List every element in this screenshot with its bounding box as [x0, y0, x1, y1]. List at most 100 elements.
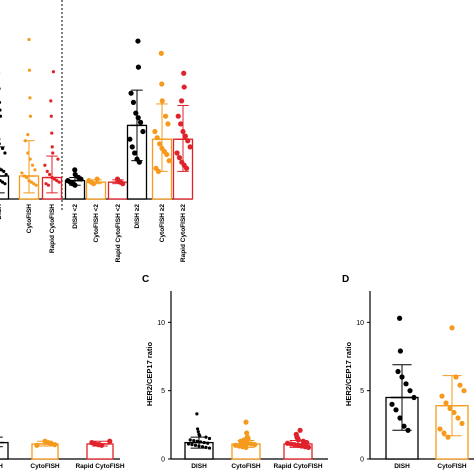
data-point	[162, 113, 169, 119]
data-point	[55, 179, 59, 183]
data-point	[393, 407, 399, 413]
x-tick-label: CytoFISH	[26, 204, 33, 234]
chart-panels: DISH CytoFISH Rapid CytoFISH DISH <2 CytoFIS…	[0, 37, 474, 470]
data-point	[127, 136, 133, 142]
data-point	[57, 180, 61, 184]
data-point	[133, 110, 139, 116]
x-tick-label: DISH	[0, 463, 3, 470]
data-point	[132, 150, 138, 156]
data-point	[181, 84, 187, 90]
data-point	[304, 440, 310, 446]
data-point	[158, 50, 164, 56]
data-point	[252, 442, 258, 448]
data-point	[45, 169, 49, 173]
data-point	[305, 444, 312, 450]
data-point	[164, 151, 170, 158]
data-point	[43, 163, 47, 167]
data-point	[137, 119, 144, 125]
x-tick-label: CytoFISH ≥2	[159, 204, 166, 243]
data-point	[405, 427, 411, 433]
x-tick-label: Rapid CytoFISH ≥2	[180, 204, 187, 262]
data-point	[159, 98, 165, 104]
data-point	[49, 114, 53, 118]
data-point	[152, 128, 158, 135]
data-point	[128, 90, 134, 96]
data-point	[461, 388, 467, 394]
data-point	[130, 99, 137, 105]
data-point	[155, 168, 162, 174]
data-point	[411, 394, 417, 401]
chart-panel-d: 0 5 10 DISH CytoFISH	[356, 291, 474, 470]
data-point	[187, 144, 193, 150]
data-point	[72, 167, 78, 173]
data-point	[449, 325, 455, 331]
data-point	[206, 441, 210, 445]
data-point	[30, 163, 35, 167]
data-point	[78, 176, 84, 182]
y-tick-label: 0	[161, 457, 165, 464]
data-point	[297, 427, 303, 433]
data-point	[175, 113, 181, 119]
data-point	[26, 133, 30, 137]
data-point	[25, 175, 29, 180]
data-point	[52, 442, 58, 448]
data-point	[195, 439, 199, 443]
data-point	[52, 177, 56, 181]
data-point	[3, 182, 7, 186]
data-point	[207, 436, 212, 441]
data-point	[389, 401, 395, 407]
x-tick-label: CytoFISH	[437, 463, 467, 470]
data-point	[186, 442, 191, 446]
chart-panel-top: DISH CytoFISH Rapid CytoFISH DISH <2 CytoFIS…	[0, 37, 194, 263]
data-point	[407, 388, 413, 394]
data-point	[178, 121, 184, 127]
data-point	[27, 68, 32, 72]
data-point	[445, 434, 451, 440]
x-tick-label: DISH	[0, 204, 3, 220]
x-tick-label: Rapid CytoFISH	[49, 204, 56, 253]
data-point	[26, 151, 30, 155]
data-point	[0, 180, 5, 184]
data-point	[243, 444, 249, 450]
chart-panel-b: DISH CytoFISH Rapid CytoFISH	[0, 436, 125, 470]
data-point	[192, 438, 196, 443]
y-tick-label: 5	[161, 388, 165, 395]
data-point	[455, 415, 461, 421]
data-point	[174, 150, 180, 156]
data-point	[140, 128, 146, 135]
data-point	[244, 430, 250, 436]
y-tick-label: 5	[360, 388, 364, 395]
data-point	[185, 138, 191, 144]
data-point	[56, 157, 60, 161]
data-point	[207, 446, 212, 450]
data-point	[27, 179, 31, 183]
data-point	[200, 445, 205, 449]
data-point	[195, 412, 199, 416]
panel-label-d: D	[342, 274, 349, 285]
data-point	[136, 159, 142, 165]
data-point	[457, 382, 463, 388]
x-tick-label: Rapid CytoFISH <2	[115, 204, 122, 263]
y-tick-label: 10	[157, 320, 165, 327]
data-point	[72, 171, 78, 178]
x-tick-label: Rapid CytoFISH	[75, 463, 124, 470]
data-point	[0, 146, 5, 150]
y-axis-label-c: HER2/CEP17 ratio	[145, 341, 154, 406]
x-tick-label: DISH	[191, 463, 207, 470]
data-point	[397, 415, 403, 421]
data-point	[243, 419, 249, 425]
data-point	[48, 172, 52, 177]
data-point	[33, 168, 37, 172]
data-point	[190, 443, 194, 447]
data-point	[451, 409, 457, 416]
data-point	[196, 430, 200, 434]
x-tick-label: DISH ≥2	[134, 204, 141, 229]
data-point	[0, 87, 1, 90]
data-point	[23, 139, 28, 143]
data-point	[51, 70, 56, 74]
data-point	[4, 172, 8, 177]
data-point	[180, 128, 186, 135]
data-point	[401, 423, 407, 429]
data-point	[46, 183, 51, 187]
data-point	[29, 180, 33, 184]
